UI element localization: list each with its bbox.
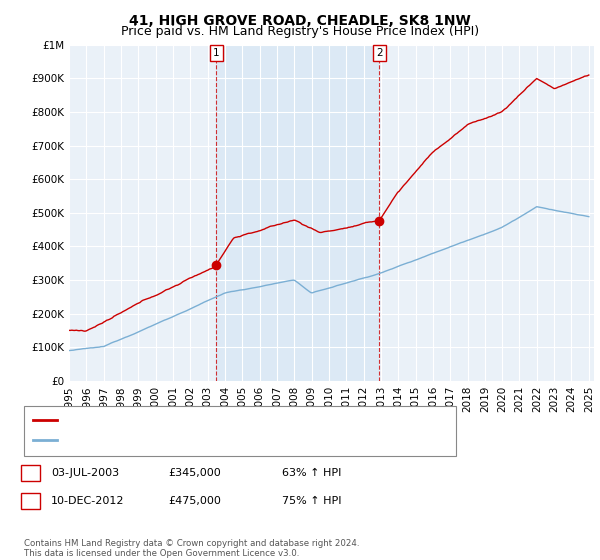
Text: HPI: Average price, detached house, Stockport: HPI: Average price, detached house, Stoc… [60, 435, 304, 445]
Bar [216, 45, 379, 381]
Text: 1: 1 [213, 48, 220, 58]
Text: 2: 2 [376, 48, 383, 58]
Text: 63% ↑ HPI: 63% ↑ HPI [282, 468, 341, 478]
Text: £475,000: £475,000 [168, 496, 221, 506]
Text: 41, HIGH GROVE ROAD, CHEADLE, SK8 1NW (detached house): 41, HIGH GROVE ROAD, CHEADLE, SK8 1NW (d… [60, 415, 385, 425]
Text: £345,000: £345,000 [168, 468, 221, 478]
Text: 75% ↑ HPI: 75% ↑ HPI [282, 496, 341, 506]
Text: 2: 2 [27, 496, 34, 506]
Text: 10-DEC-2012: 10-DEC-2012 [51, 496, 125, 506]
Text: Contains HM Land Registry data © Crown copyright and database right 2024.
This d: Contains HM Land Registry data © Crown c… [24, 539, 359, 558]
Text: 1: 1 [27, 468, 34, 478]
Text: 03-JUL-2003: 03-JUL-2003 [51, 468, 119, 478]
Text: 41, HIGH GROVE ROAD, CHEADLE, SK8 1NW: 41, HIGH GROVE ROAD, CHEADLE, SK8 1NW [129, 14, 471, 28]
Text: Price paid vs. HM Land Registry's House Price Index (HPI): Price paid vs. HM Land Registry's House … [121, 25, 479, 38]
